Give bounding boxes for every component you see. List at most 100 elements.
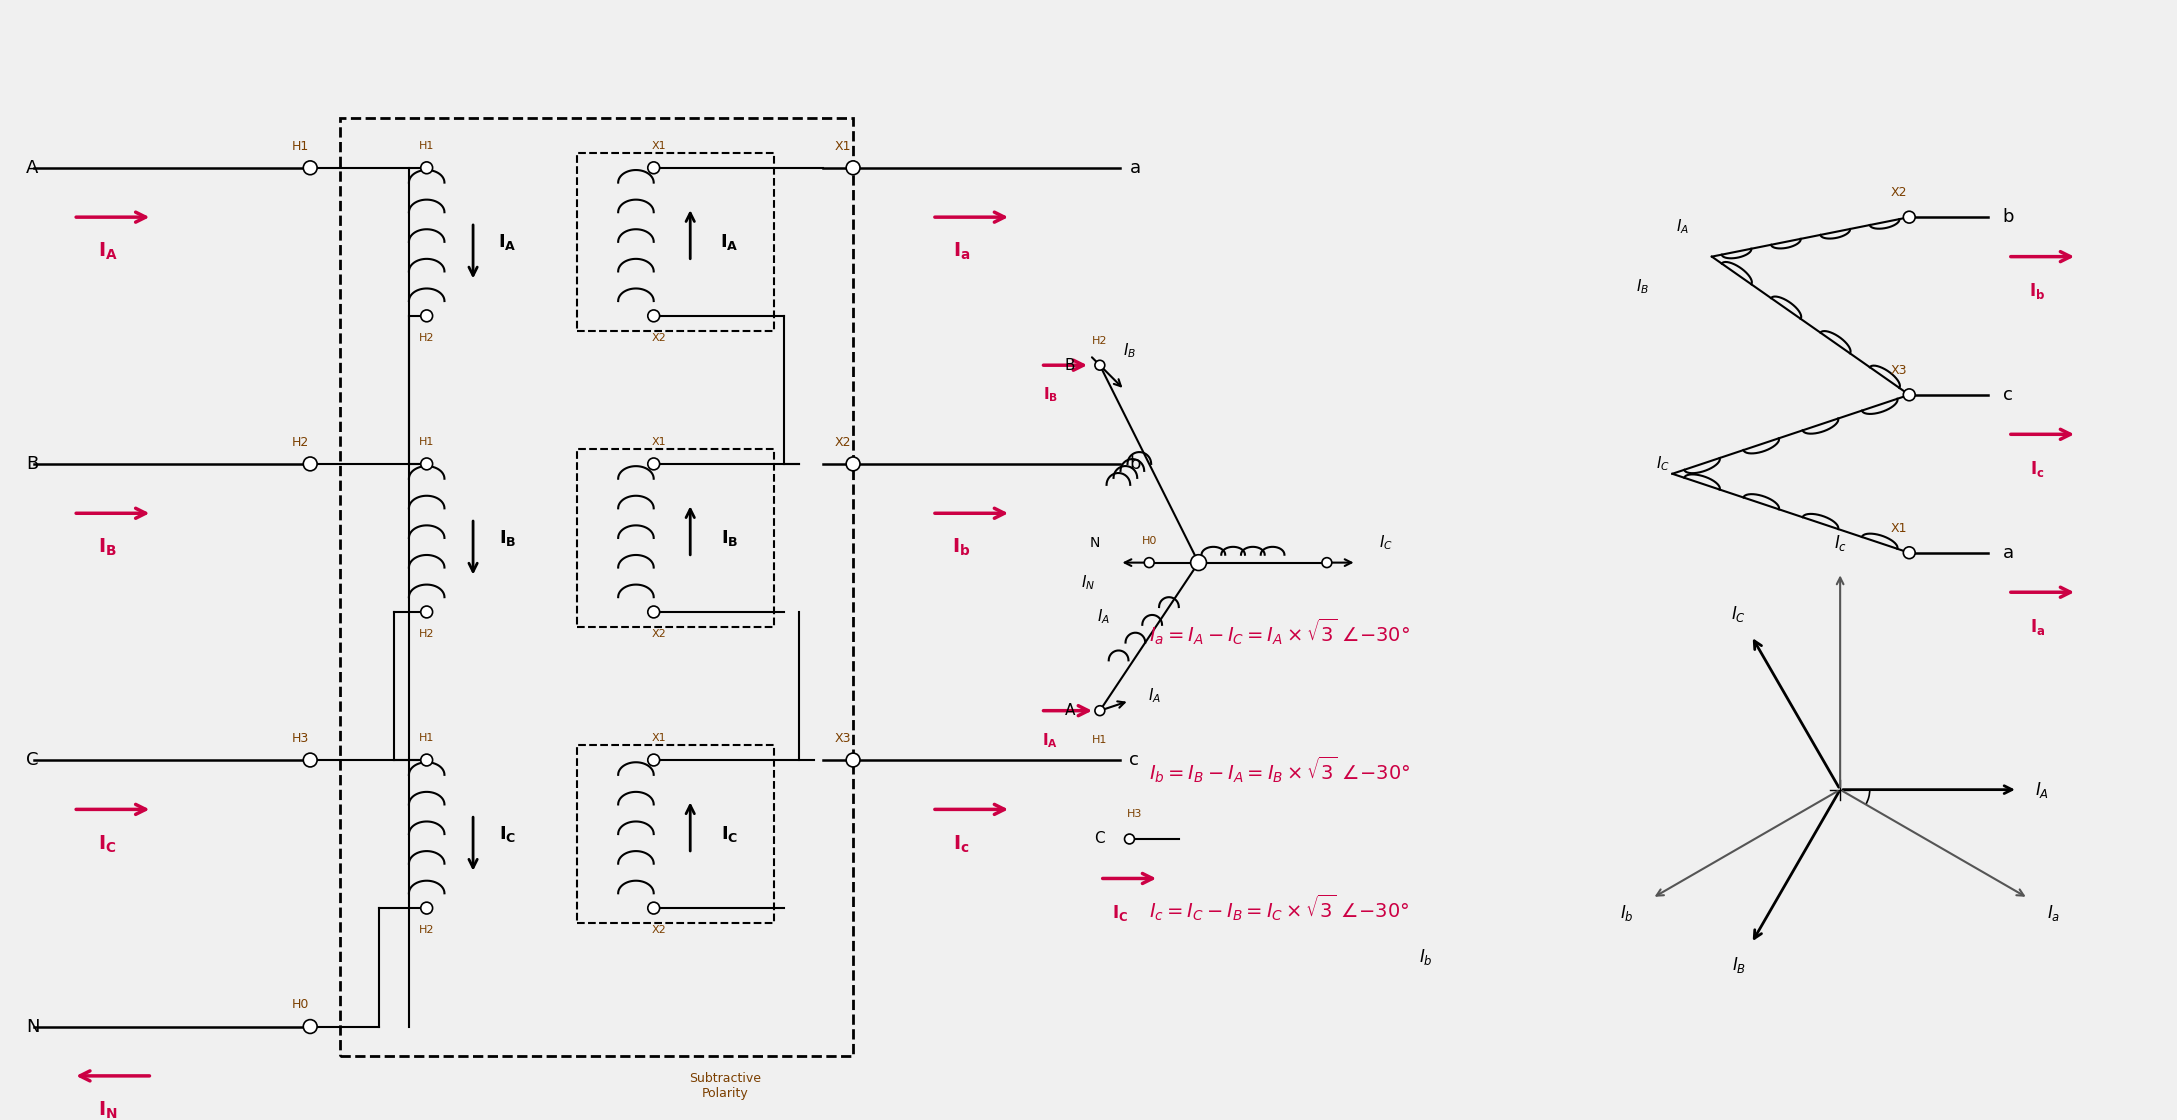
Text: $I_A$: $I_A$: [1147, 687, 1160, 706]
Circle shape: [420, 754, 433, 766]
Circle shape: [1321, 558, 1332, 568]
Text: $\mathbf{I_A}$: $\mathbf{I_A}$: [499, 232, 516, 252]
Circle shape: [649, 754, 660, 766]
Text: H3: H3: [1128, 810, 1143, 820]
Text: $I_b = I_B - I_A = I_B \times \sqrt{3}\ \angle{-30°}$: $I_b = I_B - I_A = I_B \times \sqrt{3}\ …: [1149, 755, 1411, 785]
Text: $\mathbf{I_B}$: $\mathbf{I_B}$: [499, 528, 516, 548]
Text: c: c: [1130, 752, 1139, 769]
Text: C: C: [1095, 831, 1106, 847]
Circle shape: [1903, 212, 1916, 223]
Text: X1: X1: [651, 141, 666, 151]
Text: $I_a = I_A - I_C = I_A \times \sqrt{3}\ \angle{-30°}$: $I_a = I_A - I_C = I_A \times \sqrt{3}\ …: [1149, 616, 1411, 647]
Text: A: A: [1065, 703, 1075, 718]
Text: $\mathbf{I_C}$: $\mathbf{I_C}$: [499, 824, 516, 844]
Circle shape: [649, 310, 660, 321]
Circle shape: [303, 753, 318, 767]
Text: H0: H0: [292, 998, 309, 1011]
Text: H1: H1: [292, 140, 309, 152]
Text: $\mathbf{I_a}$: $\mathbf{I_a}$: [2029, 617, 2044, 637]
Text: H2: H2: [292, 436, 309, 449]
Text: H2: H2: [1093, 336, 1108, 346]
Bar: [577, 449, 775, 627]
Text: a: a: [2003, 543, 2014, 562]
Text: $\mathbf{I_B}$: $\mathbf{I_B}$: [721, 528, 738, 548]
Text: X1: X1: [1892, 522, 1907, 534]
Text: H3: H3: [292, 731, 309, 745]
Text: $\mathbf{I_C}$: $\mathbf{I_C}$: [1112, 903, 1128, 923]
Text: $I_{c}$: $I_{c}$: [1833, 533, 1846, 553]
Text: $\mathbf{I_B}$: $\mathbf{I_B}$: [98, 538, 118, 559]
Text: X2: X2: [651, 628, 666, 638]
Text: $\mathbf{I_b}$: $\mathbf{I_b}$: [2029, 281, 2046, 301]
Circle shape: [1903, 389, 1916, 401]
Text: H0: H0: [1141, 535, 1156, 545]
Bar: [577, 153, 775, 330]
Text: $I_C$: $I_C$: [1380, 533, 1393, 552]
Text: H2: H2: [418, 628, 435, 638]
Circle shape: [303, 1019, 318, 1034]
Text: $\mathbf{I_C}$: $\mathbf{I_C}$: [721, 824, 738, 844]
Circle shape: [1191, 554, 1206, 570]
Text: $I_c = I_C - I_B = I_C \times \sqrt{3}\ \angle{-30°}$: $I_c = I_C - I_B = I_C \times \sqrt{3}\ …: [1149, 893, 1411, 923]
Text: $I_b$: $I_b$: [1419, 948, 1432, 968]
Circle shape: [847, 457, 860, 470]
Circle shape: [303, 161, 318, 175]
Circle shape: [420, 458, 433, 469]
Text: H1: H1: [418, 437, 435, 447]
Bar: [340, 119, 853, 1056]
Text: A: A: [26, 159, 39, 177]
Text: B: B: [1065, 357, 1075, 373]
Text: $I_{b}$: $I_{b}$: [1620, 903, 1633, 923]
Text: c: c: [2003, 385, 2014, 404]
Circle shape: [420, 162, 433, 174]
Circle shape: [649, 162, 660, 174]
Text: $\mathbf{I_A}$: $\mathbf{I_A}$: [721, 232, 738, 252]
Text: X3: X3: [1892, 364, 1907, 376]
Text: N: N: [26, 1018, 39, 1036]
Circle shape: [303, 457, 318, 470]
Text: X1: X1: [651, 437, 666, 447]
Text: $I_{B}$: $I_{B}$: [1733, 955, 1746, 974]
Circle shape: [649, 903, 660, 914]
Text: $\mathbf{I_A}$: $\mathbf{I_A}$: [98, 241, 118, 262]
Text: B: B: [26, 455, 39, 473]
Circle shape: [1903, 547, 1916, 559]
Text: $\mathbf{I_c}$: $\mathbf{I_c}$: [954, 833, 971, 855]
Text: $I_C$: $I_C$: [1655, 455, 1670, 474]
Text: $I_A$: $I_A$: [1676, 217, 1689, 236]
Text: $I_{C}$: $I_{C}$: [1731, 605, 1746, 625]
Circle shape: [1095, 706, 1104, 716]
Text: $I_N$: $I_N$: [1080, 573, 1095, 591]
Text: $\mathbf{I_a}$: $\mathbf{I_a}$: [954, 241, 971, 262]
Text: $\mathbf{I_A}$: $\mathbf{I_A}$: [1043, 731, 1058, 749]
Text: $I_{A}$: $I_{A}$: [2035, 780, 2049, 800]
Text: $\mathbf{I_N}$: $\mathbf{I_N}$: [98, 1100, 118, 1120]
Text: b: b: [1130, 455, 1141, 473]
Text: $I_{a}$: $I_{a}$: [2046, 903, 2059, 923]
Circle shape: [649, 606, 660, 618]
Text: N: N: [1088, 535, 1099, 550]
Text: X1: X1: [651, 734, 666, 744]
Text: X2: X2: [651, 333, 666, 343]
Circle shape: [420, 310, 433, 321]
Text: b: b: [2003, 208, 2014, 226]
Text: a: a: [1130, 159, 1141, 177]
Text: X2: X2: [1892, 186, 1907, 199]
Text: C: C: [26, 752, 39, 769]
Text: $\mathbf{I_B}$: $\mathbf{I_B}$: [1043, 385, 1058, 404]
Text: H1: H1: [418, 141, 435, 151]
Circle shape: [847, 753, 860, 767]
Text: H1: H1: [1093, 736, 1108, 745]
Circle shape: [420, 903, 433, 914]
Circle shape: [1095, 361, 1104, 370]
Circle shape: [1126, 834, 1134, 844]
Text: $\mathbf{I_c}$: $\mathbf{I_c}$: [2031, 459, 2044, 479]
Circle shape: [1145, 558, 1154, 568]
Text: $I_A$: $I_A$: [1097, 607, 1110, 626]
Text: X3: X3: [836, 731, 851, 745]
Bar: [577, 745, 775, 923]
Circle shape: [649, 458, 660, 469]
Text: Subtractive
Polarity: Subtractive Polarity: [688, 1072, 760, 1100]
Text: X2: X2: [651, 925, 666, 935]
Text: $I_B$: $I_B$: [1637, 277, 1650, 296]
